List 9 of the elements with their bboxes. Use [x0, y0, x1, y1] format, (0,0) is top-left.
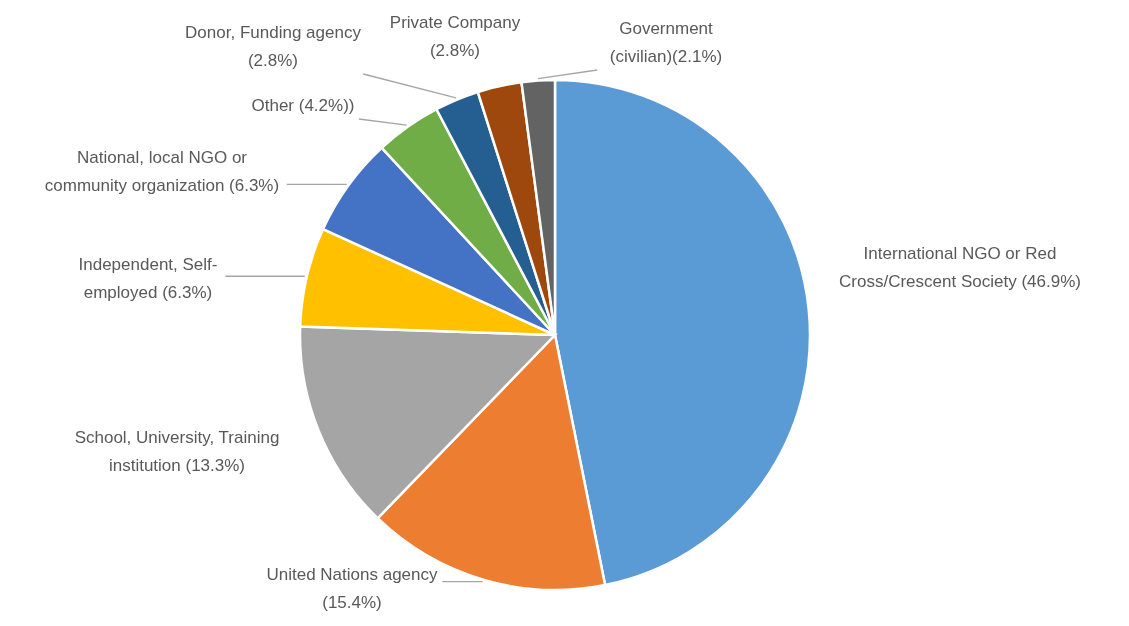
slice-label: Independent, Self-employed (6.3%) [78, 254, 218, 302]
slice-label: International NGO or Red Cross/Crescent Society (46.9%) [839, 243, 1081, 291]
slice-label: Government (civilian)(2.1%) [609, 18, 723, 66]
slice-label: Private Company (2.8%) [389, 12, 521, 60]
slice-label: United Nations agency (15.4%) [266, 564, 439, 612]
slice-label: National, local NGO or community organization (6.3%) [44, 147, 280, 195]
slice-label: Donor, Funding agency (2.8%) [185, 22, 362, 70]
slice-label: School, University, Training institution (13.3%) [74, 427, 280, 475]
slice-label: Other (4.2%)) [251, 95, 355, 115]
